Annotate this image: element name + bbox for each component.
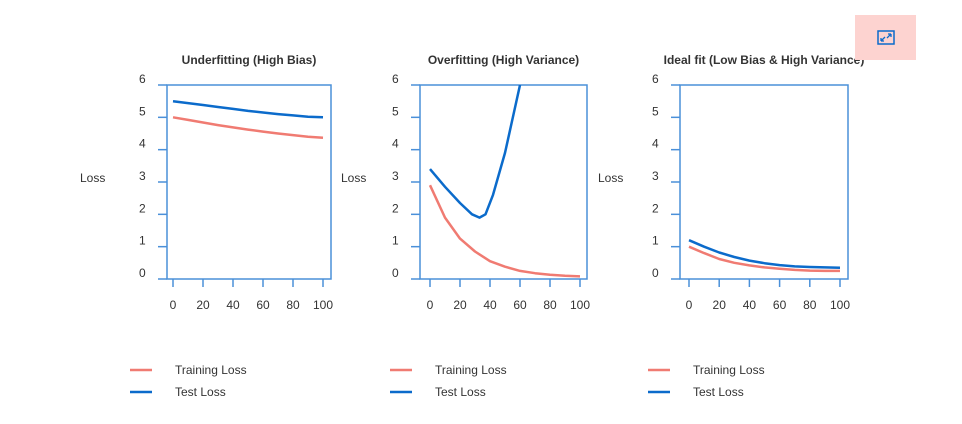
legend-label: Training Loss bbox=[175, 363, 247, 377]
series-line-test-loss bbox=[172, 99, 324, 119]
x-tick-label: 80 bbox=[286, 298, 300, 312]
x-tick-label: 100 bbox=[830, 298, 850, 312]
x-tick-label: 40 bbox=[226, 298, 240, 312]
y-tick-label: 0 bbox=[139, 266, 146, 280]
plot-frame bbox=[679, 84, 849, 280]
x-tick-label: 40 bbox=[483, 298, 497, 312]
y-tick-label: 2 bbox=[139, 201, 146, 215]
series-line-training-loss bbox=[428, 184, 581, 278]
legend-label: Training Loss bbox=[435, 363, 507, 377]
y-tick-label: 1 bbox=[652, 234, 659, 248]
x-tick-label: 20 bbox=[713, 298, 727, 312]
y-tick-label: 6 bbox=[139, 72, 146, 86]
y-tick-label: 6 bbox=[392, 72, 399, 86]
y-tick-label: 0 bbox=[652, 266, 659, 280]
x-tick-label: 60 bbox=[773, 298, 787, 312]
y-tick-label: 5 bbox=[652, 104, 659, 118]
y-tick-label: 3 bbox=[139, 169, 146, 183]
chart-title: Ideal fit (Low Bias & High Variance) bbox=[664, 53, 865, 67]
x-tick-label: 100 bbox=[313, 298, 333, 312]
y-tick-label: 4 bbox=[652, 137, 659, 151]
y-tick-label: 5 bbox=[392, 104, 399, 118]
y-axis-label: Loss bbox=[341, 171, 366, 185]
plot-frame bbox=[419, 84, 588, 280]
x-tick-label: 0 bbox=[686, 298, 693, 312]
plot-frame bbox=[166, 84, 332, 280]
chart-title: Overfitting (High Variance) bbox=[428, 53, 579, 67]
x-tick-label: 20 bbox=[453, 298, 467, 312]
series-line-training-loss bbox=[688, 245, 840, 273]
x-tick-label: 80 bbox=[543, 298, 557, 312]
y-axis-label: Loss bbox=[80, 171, 105, 185]
y-tick-label: 4 bbox=[392, 137, 399, 151]
y-tick-label: 3 bbox=[392, 169, 399, 183]
x-tick-label: 60 bbox=[513, 298, 527, 312]
x-tick-label: 60 bbox=[256, 298, 270, 312]
y-tick-label: 1 bbox=[139, 234, 146, 248]
chart-2: Ideal fit (Low Bias & High Variance) Loss… bbox=[598, 53, 864, 399]
expand-button[interactable] bbox=[855, 15, 916, 60]
x-tick-label: 0 bbox=[427, 298, 434, 312]
legend-label: Training Loss bbox=[693, 363, 765, 377]
y-tick-label: 5 bbox=[139, 104, 146, 118]
x-tick-label: 20 bbox=[196, 298, 210, 312]
y-tick-label: 3 bbox=[652, 169, 659, 183]
y-tick-label: 2 bbox=[392, 201, 399, 215]
y-axis-label: Loss bbox=[598, 171, 623, 185]
series-line-training-loss bbox=[172, 116, 324, 139]
legend-label: Test Loss bbox=[693, 385, 744, 399]
y-tick-label: 6 bbox=[652, 72, 659, 86]
chart-title: Underfitting (High Bias) bbox=[182, 53, 317, 67]
y-tick-label: 0 bbox=[392, 266, 399, 280]
x-tick-label: 0 bbox=[170, 298, 177, 312]
legend-label: Test Loss bbox=[175, 385, 226, 399]
y-tick-label: 2 bbox=[652, 201, 659, 215]
x-tick-label: 40 bbox=[743, 298, 757, 312]
x-tick-label: 80 bbox=[803, 298, 817, 312]
legend-label: Test Loss bbox=[435, 385, 486, 399]
x-tick-label: 100 bbox=[570, 298, 590, 312]
series-line-test-loss bbox=[429, 85, 522, 219]
expand-icon bbox=[876, 30, 895, 45]
y-tick-label: 1 bbox=[392, 234, 399, 248]
y-tick-label: 4 bbox=[139, 137, 146, 151]
series-line-test-loss bbox=[688, 239, 841, 269]
